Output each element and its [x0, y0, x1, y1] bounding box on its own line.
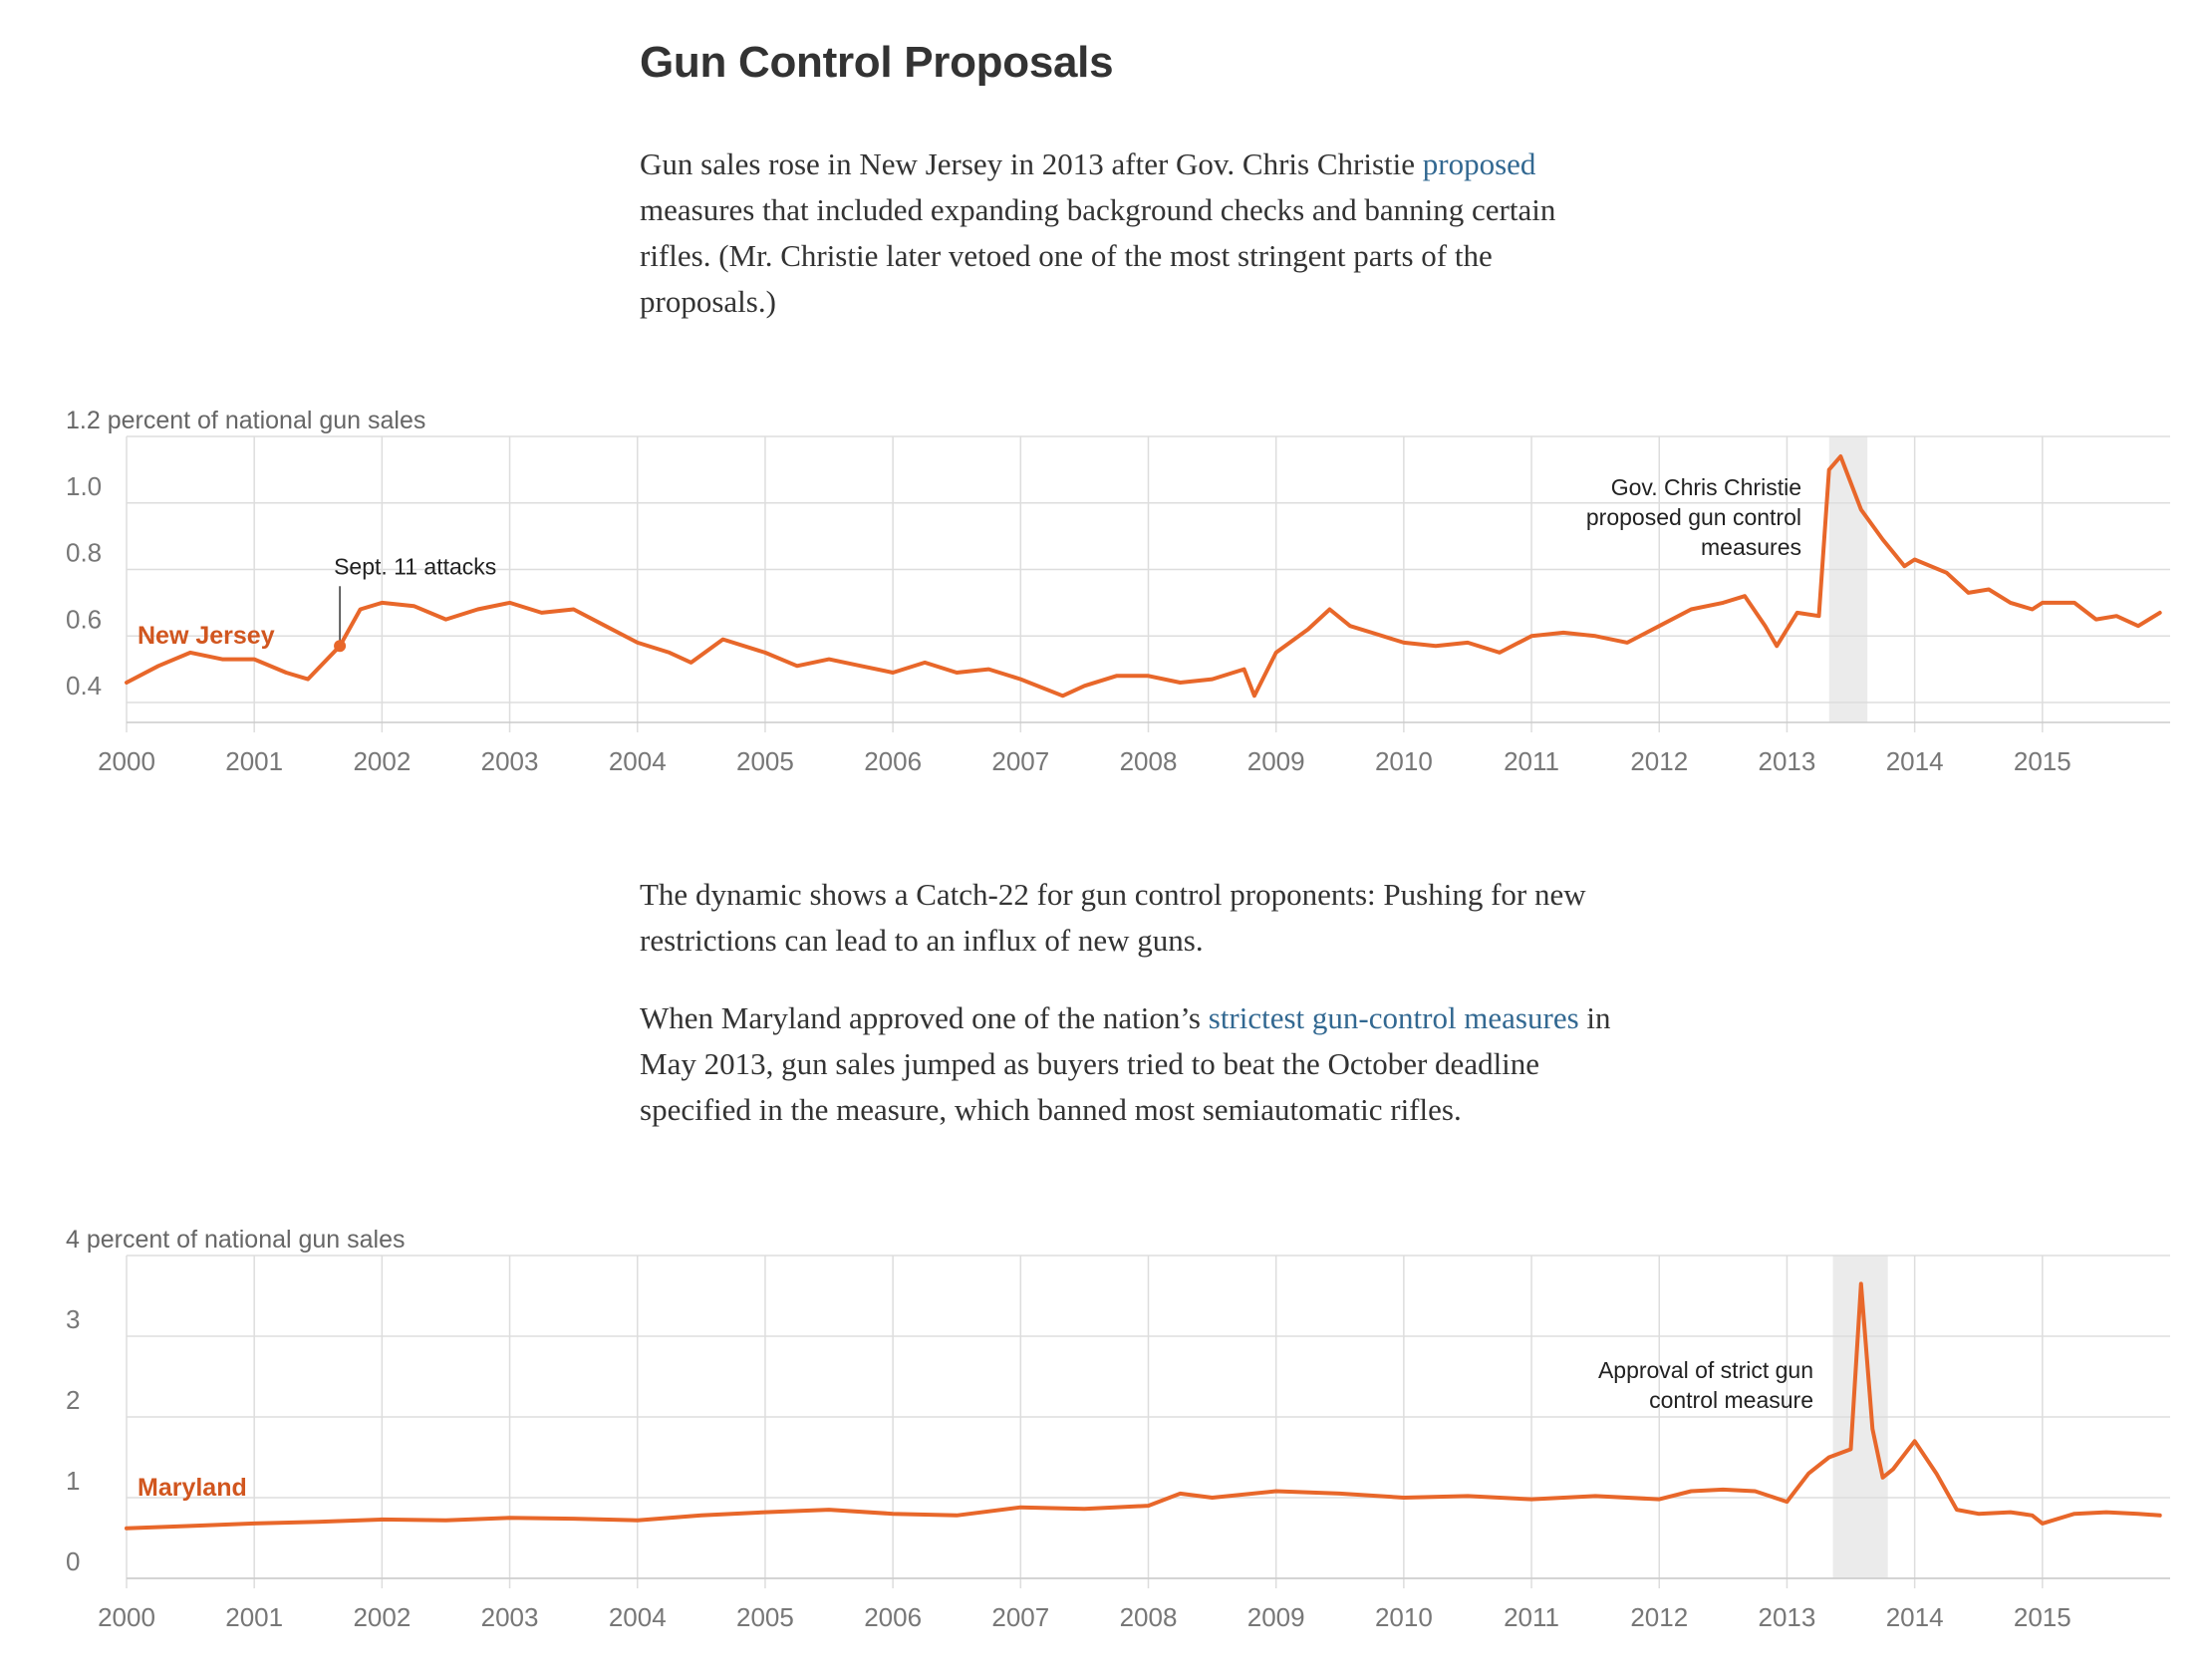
headline: Gun Control Proposals [640, 38, 1114, 87]
nj-unit-label: 1.2 percent of national gun sales [66, 407, 425, 434]
proposed-link[interactable]: proposed [1422, 146, 1536, 181]
intro-text-pre: Gun sales rose in New Jersey in 2013 aft… [640, 146, 1423, 181]
nj-xtick-2000: 2000 [98, 746, 155, 776]
md-xtick-2004: 2004 [609, 1602, 667, 1632]
md-xtick-2014: 2014 [1886, 1602, 1944, 1632]
nj-xtick-2012: 2012 [1630, 746, 1688, 776]
nj-ytick-0.6: 0.6 [66, 604, 102, 634]
md-xtick-2000: 2000 [98, 1602, 155, 1632]
new-jersey-chart: 0.4 0.6 0.8 1.0 1.2 percent of national gun … [66, 407, 2170, 776]
nj-annotation-line: measures [1701, 534, 1801, 560]
nj-xtick-2003: 2003 [481, 746, 539, 776]
md-xtick-2003: 2003 [481, 1602, 539, 1632]
nj-xtick-2014: 2014 [1886, 746, 1944, 776]
md-xtick-2010: 2010 [1375, 1602, 1433, 1632]
md-ytick-1: 1 [66, 1466, 80, 1496]
nj-xtick-2002: 2002 [353, 746, 411, 776]
md-xtick-2006: 2006 [864, 1602, 922, 1632]
nj-series-line [125, 454, 2162, 699]
nj-xtick-2007: 2007 [991, 746, 1049, 776]
nj-xtick-2006: 2006 [864, 746, 922, 776]
md-xtick-2002: 2002 [353, 1602, 411, 1632]
nj-shaded-period [1828, 436, 1868, 722]
md-xtick-2012: 2012 [1630, 1602, 1688, 1632]
md-xtick-2009: 2009 [1247, 1602, 1305, 1632]
md-xtick-2007: 2007 [991, 1602, 1049, 1632]
nj-xtick-2015: 2015 [2014, 746, 2071, 776]
nj-annotation-line: Gov. Chris Christie [1611, 474, 1801, 500]
md-annotation-line: Approval of strict gun [1598, 1357, 1813, 1383]
nj-series-label: New Jersey [138, 622, 275, 650]
md-series-label: Maryland [138, 1474, 247, 1502]
nj-ytick-1.0: 1.0 [66, 471, 102, 501]
nj-ytick-0.4: 0.4 [66, 671, 102, 700]
md-xtick-2008: 2008 [1120, 1602, 1178, 1632]
nj-xtick-2008: 2008 [1120, 746, 1178, 776]
catch22-paragraph: The dynamic shows a Catch-22 for gun con… [640, 877, 1586, 958]
nj-annotation-line: proposed gun control [1586, 504, 1801, 530]
md-ytick-0: 0 [66, 1546, 80, 1576]
md-annotation-line: control measure [1649, 1387, 1813, 1413]
intro-text-post: measures that included expanding backgro… [640, 192, 1556, 319]
nj-xtick-2001: 2001 [225, 746, 283, 776]
nj-xtick-2005: 2005 [736, 746, 794, 776]
maryland-text-pre: When Maryland approved one of the nation… [640, 1000, 1209, 1035]
md-xtick-2013: 2013 [1759, 1602, 1816, 1632]
nj-xtick-2004: 2004 [609, 746, 667, 776]
md-xtick-2011: 2011 [1504, 1602, 1559, 1632]
md-xtick-2015: 2015 [2014, 1602, 2071, 1632]
md-unit-label: 4 percent of national gun sales [66, 1226, 406, 1254]
nj-xtick-2013: 2013 [1759, 746, 1816, 776]
nj-xtick-2011: 2011 [1504, 746, 1559, 776]
md-ytick-2: 2 [66, 1385, 80, 1415]
maryland-paragraph: When Maryland approved one of the nation… [640, 995, 1636, 1133]
md-xtick-2001: 2001 [225, 1602, 283, 1632]
strictest-measures-link[interactable]: strictest gun-control measures [1208, 1000, 1579, 1035]
nj-xtick-2009: 2009 [1247, 746, 1305, 776]
md-annotation: Approval of strict gun control measure [1598, 1357, 1813, 1413]
nj-ytick-0.8: 0.8 [66, 538, 102, 568]
md-series-line [125, 1281, 2162, 1531]
nj-annotation: Gov. Chris Christie proposed gun control m… [1586, 474, 1801, 560]
nj-marker-dot [334, 640, 347, 653]
intro-paragraph: Gun sales rose in New Jersey in 2013 aft… [640, 141, 1596, 325]
maryland-text-post: in May 2013, gun sales jumped as buyers … [640, 1000, 1611, 1127]
nj-marker-label: Sept. 11 attacks [334, 553, 496, 579]
md-ytick-3: 3 [66, 1304, 80, 1334]
nj-xtick-2010: 2010 [1375, 746, 1433, 776]
md-xtick-2005: 2005 [736, 1602, 794, 1632]
maryland-chart: 0 1 2 3 4 percent of national gun sales 2000 2… [66, 1226, 2170, 1632]
